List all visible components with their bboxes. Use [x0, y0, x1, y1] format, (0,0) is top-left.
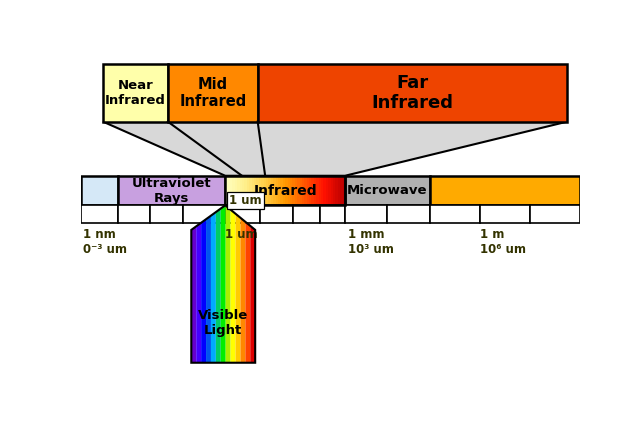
Text: Visible
Light: Visible Light — [198, 309, 249, 337]
Bar — [345, 205, 388, 223]
Bar — [80, 176, 118, 205]
Bar — [151, 205, 183, 223]
Text: Near
Infrared: Near Infrared — [105, 79, 166, 107]
Bar — [314, 176, 317, 205]
Bar — [254, 176, 257, 205]
Bar — [103, 64, 168, 122]
Bar — [240, 176, 243, 205]
Text: 1 m
10⁶ um: 1 m 10⁶ um — [480, 228, 526, 256]
Bar — [256, 176, 260, 205]
Bar — [225, 176, 228, 205]
Bar — [319, 176, 321, 205]
Bar — [323, 176, 327, 205]
Text: 1 um: 1 um — [225, 228, 258, 241]
Bar — [430, 176, 580, 205]
Bar — [345, 176, 430, 205]
Bar — [225, 176, 345, 205]
Bar — [316, 176, 319, 205]
Bar — [273, 176, 276, 205]
Bar — [430, 205, 480, 223]
Bar — [297, 176, 300, 205]
Bar — [261, 176, 264, 205]
Bar — [283, 176, 286, 205]
Bar — [307, 176, 310, 205]
Bar — [225, 205, 260, 223]
Polygon shape — [245, 222, 251, 363]
Bar — [278, 176, 281, 205]
Text: Ultraviolet
Rays: Ultraviolet Rays — [132, 176, 211, 204]
Bar — [285, 176, 288, 205]
Bar — [305, 176, 307, 205]
Bar — [330, 176, 334, 205]
Bar — [260, 205, 292, 223]
Polygon shape — [240, 218, 245, 363]
Bar — [340, 176, 343, 205]
Bar — [227, 176, 231, 205]
Bar — [168, 64, 258, 122]
Polygon shape — [191, 226, 196, 363]
Bar — [270, 176, 274, 205]
Polygon shape — [225, 206, 231, 363]
Bar — [280, 176, 283, 205]
Bar — [321, 176, 324, 205]
Polygon shape — [211, 212, 216, 363]
Bar — [249, 176, 252, 205]
Bar — [263, 176, 267, 205]
Bar — [118, 205, 151, 223]
Text: Infrared: Infrared — [253, 184, 317, 198]
Bar — [320, 205, 345, 223]
Bar — [245, 176, 247, 205]
Polygon shape — [206, 216, 211, 363]
Text: 1 nm
0⁻³ um: 1 nm 0⁻³ um — [83, 228, 127, 256]
Polygon shape — [196, 223, 201, 363]
Bar — [80, 205, 118, 223]
Bar — [326, 176, 328, 205]
Bar — [295, 176, 298, 205]
Bar — [336, 176, 338, 205]
Bar — [235, 176, 238, 205]
Bar — [183, 205, 225, 223]
Bar — [287, 176, 290, 205]
Bar — [276, 176, 278, 205]
Bar — [242, 176, 245, 205]
Bar — [480, 205, 529, 223]
Bar — [292, 176, 295, 205]
Bar — [333, 176, 336, 205]
Polygon shape — [236, 214, 240, 363]
Polygon shape — [221, 206, 225, 363]
Polygon shape — [103, 122, 567, 176]
Bar — [328, 176, 331, 205]
Polygon shape — [231, 210, 236, 363]
Bar — [529, 205, 580, 223]
Bar — [292, 205, 320, 223]
Text: 1 mm
10³ um: 1 mm 10³ um — [348, 228, 393, 256]
Bar — [309, 176, 312, 205]
Bar — [388, 205, 430, 223]
Bar — [118, 176, 225, 205]
Bar — [266, 176, 269, 205]
Bar — [232, 176, 235, 205]
Bar — [259, 176, 261, 205]
Bar — [252, 176, 254, 205]
Bar — [247, 176, 250, 205]
Bar — [290, 176, 293, 205]
Bar — [343, 176, 346, 205]
Bar — [312, 176, 314, 205]
Text: Mid
Infrared: Mid Infrared — [179, 77, 247, 109]
Bar — [230, 176, 233, 205]
Bar — [299, 176, 303, 205]
Bar — [338, 176, 341, 205]
Polygon shape — [251, 226, 255, 363]
Bar — [269, 176, 271, 205]
Bar — [302, 176, 305, 205]
Polygon shape — [216, 208, 221, 363]
Text: Microwave: Microwave — [347, 184, 428, 197]
Text: 1 um: 1 um — [229, 194, 262, 207]
Bar — [258, 64, 567, 122]
Polygon shape — [201, 219, 206, 363]
Text: Far
Infrared: Far Infrared — [372, 74, 453, 112]
Bar — [237, 176, 240, 205]
